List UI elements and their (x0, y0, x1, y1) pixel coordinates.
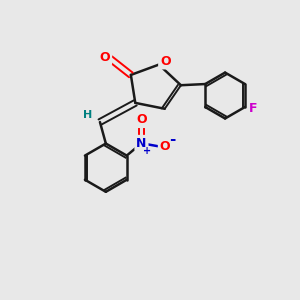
Text: O: O (160, 55, 171, 68)
Text: H: H (83, 110, 92, 120)
Text: O: O (160, 140, 170, 153)
Text: -: - (169, 132, 176, 147)
Text: F: F (249, 102, 257, 115)
Text: N: N (136, 137, 147, 150)
Text: +: + (143, 146, 152, 157)
Text: O: O (136, 113, 147, 126)
Text: O: O (100, 51, 110, 64)
